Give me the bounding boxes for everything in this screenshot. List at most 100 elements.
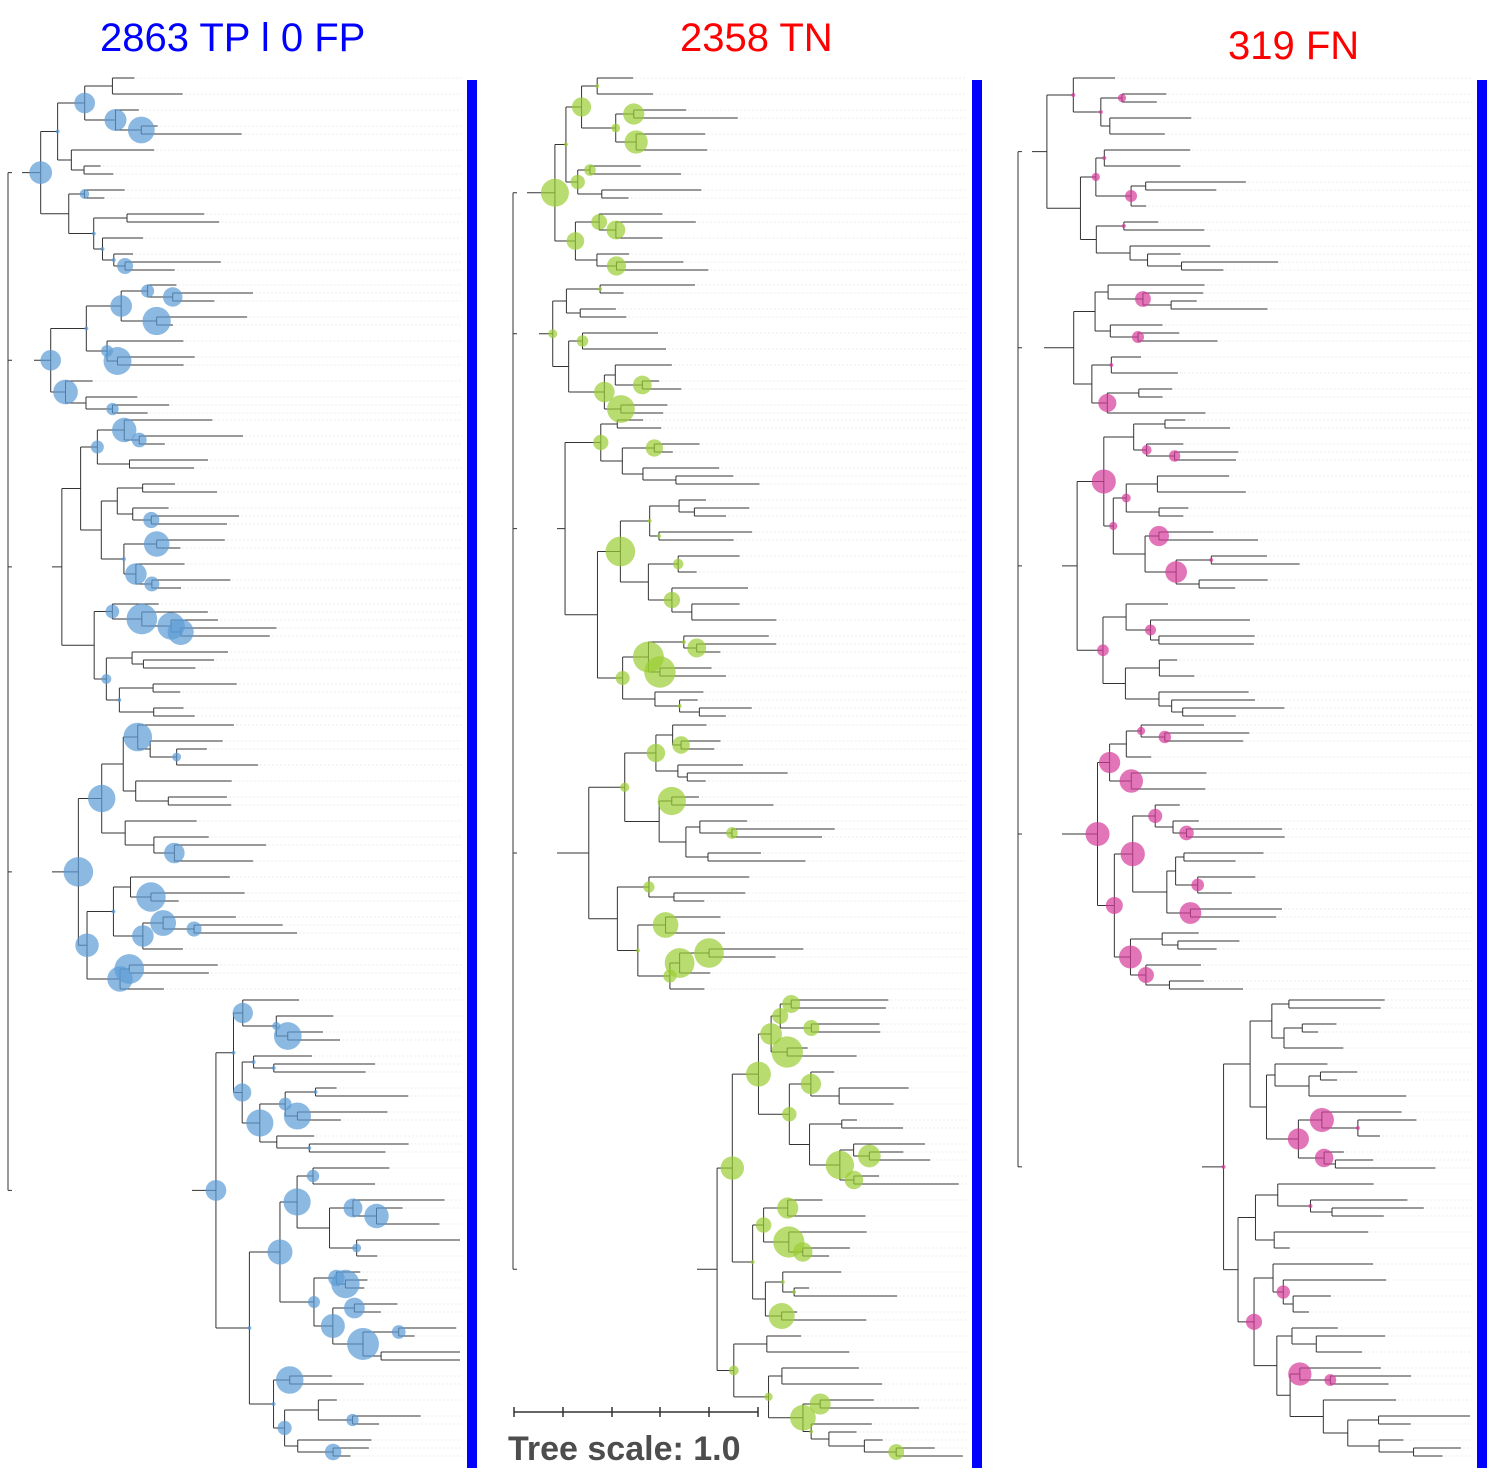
support-node bbox=[809, 1429, 814, 1434]
support-node bbox=[277, 1420, 292, 1436]
support-node bbox=[271, 1066, 276, 1070]
support-node bbox=[106, 402, 119, 416]
support-node bbox=[1314, 1148, 1334, 1168]
support-node bbox=[635, 948, 640, 953]
support-node bbox=[172, 752, 182, 762]
support-node bbox=[132, 925, 154, 947]
support-node bbox=[548, 329, 558, 339]
support-node bbox=[591, 214, 608, 230]
support-node bbox=[1131, 330, 1145, 344]
nodes bbox=[29, 92, 406, 1461]
support-node bbox=[1105, 896, 1123, 915]
support-node bbox=[75, 933, 99, 957]
support-node bbox=[672, 736, 690, 754]
support-node bbox=[755, 1217, 772, 1233]
support-node bbox=[346, 1413, 359, 1427]
nodes bbox=[540, 84, 905, 1460]
support-node bbox=[1276, 1285, 1290, 1299]
annotation-bar bbox=[972, 80, 982, 1468]
support-node bbox=[1121, 224, 1126, 228]
support-node bbox=[55, 129, 60, 134]
support-node bbox=[324, 1443, 342, 1461]
support-node bbox=[677, 704, 682, 708]
support-node bbox=[63, 857, 94, 887]
support-node bbox=[1137, 726, 1146, 736]
support-node bbox=[328, 1269, 345, 1287]
support-node bbox=[1117, 93, 1127, 103]
support-node bbox=[593, 434, 609, 451]
support-node bbox=[1097, 644, 1109, 657]
support-node bbox=[157, 612, 185, 640]
support-node bbox=[570, 174, 585, 190]
support-node bbox=[1209, 558, 1214, 562]
support-node bbox=[611, 123, 621, 133]
support-node bbox=[344, 1297, 365, 1319]
support-node bbox=[205, 1180, 227, 1201]
support-node bbox=[87, 784, 116, 813]
phylo-tree-fn bbox=[1017, 77, 1487, 1468]
support-node bbox=[131, 432, 147, 448]
support-node bbox=[90, 440, 104, 454]
support-node bbox=[681, 640, 686, 644]
support-node bbox=[121, 557, 126, 561]
support-node bbox=[283, 1102, 311, 1130]
support-node bbox=[624, 130, 648, 154]
support-node bbox=[1091, 469, 1116, 494]
support-node bbox=[726, 827, 738, 839]
support-node bbox=[782, 1107, 797, 1122]
support-node bbox=[643, 881, 655, 893]
support-node bbox=[364, 1203, 389, 1229]
panel-title-tn: 2358 TN bbox=[680, 16, 833, 60]
support-node bbox=[632, 375, 652, 395]
annotation-bar bbox=[1477, 80, 1487, 1468]
support-node bbox=[141, 284, 155, 298]
support-node bbox=[307, 1295, 320, 1309]
support-node bbox=[111, 909, 116, 914]
support-node bbox=[1109, 521, 1118, 531]
support-node bbox=[1119, 769, 1144, 793]
support-node bbox=[162, 287, 183, 307]
support-node bbox=[760, 1023, 782, 1045]
support-node bbox=[657, 786, 686, 816]
support-node bbox=[110, 295, 133, 317]
support-node bbox=[101, 345, 113, 357]
support-node bbox=[111, 258, 116, 262]
support-node bbox=[1245, 1313, 1263, 1330]
tree-panel-fn bbox=[1010, 0, 1500, 1478]
support-node bbox=[605, 536, 636, 567]
support-node bbox=[1141, 445, 1152, 455]
support-node bbox=[107, 966, 133, 992]
support-node bbox=[1071, 93, 1076, 97]
support-node bbox=[1168, 450, 1181, 462]
support-node bbox=[803, 1019, 820, 1037]
support-node bbox=[101, 673, 112, 685]
support-node bbox=[888, 1444, 905, 1460]
panel-title-tp: 2863 TP l 0 FP bbox=[100, 16, 366, 60]
support-node bbox=[105, 604, 120, 619]
support-node bbox=[123, 722, 153, 752]
support-node bbox=[780, 1280, 785, 1284]
support-node bbox=[646, 743, 666, 763]
support-node bbox=[117, 698, 122, 702]
support-node bbox=[283, 1188, 311, 1216]
support-node bbox=[1145, 624, 1157, 636]
support-node bbox=[584, 164, 596, 176]
support-node bbox=[615, 671, 630, 685]
support-node bbox=[566, 232, 585, 250]
support-node bbox=[1221, 1164, 1226, 1169]
support-node bbox=[620, 782, 630, 792]
support-node bbox=[343, 1198, 363, 1218]
support-node bbox=[347, 1328, 379, 1360]
support-node bbox=[606, 220, 626, 240]
support-node bbox=[1102, 156, 1107, 160]
support-node bbox=[694, 938, 724, 968]
support-node bbox=[1135, 291, 1151, 307]
support-node bbox=[750, 1260, 755, 1264]
annotation-bar bbox=[467, 80, 477, 1468]
support-node bbox=[1098, 393, 1117, 413]
support-node bbox=[1121, 493, 1131, 503]
support-node bbox=[652, 912, 679, 938]
support-node bbox=[540, 178, 569, 207]
support-node bbox=[275, 1366, 304, 1394]
support-node bbox=[1085, 821, 1110, 847]
